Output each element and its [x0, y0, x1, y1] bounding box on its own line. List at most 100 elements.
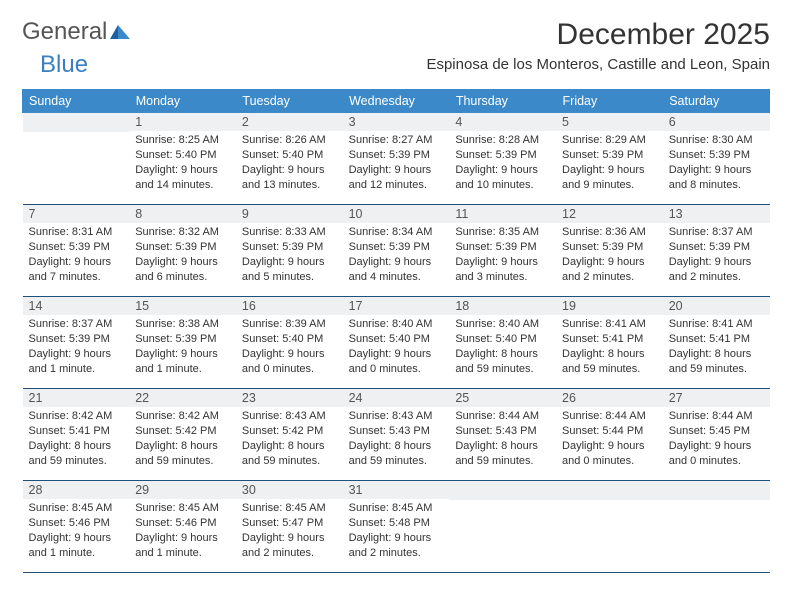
day-detail-line: Sunset: 5:43 PM [455, 424, 550, 439]
day-detail-line: Sunset: 5:47 PM [242, 516, 337, 531]
day-detail-line: Daylight: 9 hours [669, 255, 764, 270]
day-detail-line: Sunrise: 8:42 AM [135, 409, 230, 424]
day-detail-line: Daylight: 9 hours [455, 163, 550, 178]
day-details: Sunrise: 8:32 AMSunset: 5:39 PMDaylight:… [129, 223, 236, 288]
day-number: 1 [129, 113, 236, 131]
calendar-week-row: 7Sunrise: 8:31 AMSunset: 5:39 PMDaylight… [23, 205, 770, 297]
day-details: Sunrise: 8:41 AMSunset: 5:41 PMDaylight:… [663, 315, 770, 380]
weekday-header: Monday [129, 90, 236, 113]
calendar-cell: 2Sunrise: 8:26 AMSunset: 5:40 PMDaylight… [236, 113, 343, 205]
day-detail-line: Sunset: 5:44 PM [562, 424, 657, 439]
weekday-header: Wednesday [343, 90, 450, 113]
calendar-week-row: 28Sunrise: 8:45 AMSunset: 5:46 PMDayligh… [23, 481, 770, 573]
weekday-header: Thursday [449, 90, 556, 113]
day-detail-line: Daylight: 8 hours [135, 439, 230, 454]
day-detail-line: Sunset: 5:39 PM [669, 240, 764, 255]
day-detail-line: and 2 minutes. [242, 546, 337, 561]
day-detail-line: and 59 minutes. [349, 454, 444, 469]
calendar-table: Sunday Monday Tuesday Wednesday Thursday… [22, 89, 770, 573]
day-detail-line: Sunrise: 8:37 AM [29, 317, 124, 332]
day-detail-line: Sunrise: 8:36 AM [562, 225, 657, 240]
day-detail-line: and 10 minutes. [455, 178, 550, 193]
day-number: 15 [129, 297, 236, 315]
day-detail-line: Sunrise: 8:25 AM [135, 133, 230, 148]
day-detail-line: and 2 minutes. [562, 270, 657, 285]
day-details: Sunrise: 8:37 AMSunset: 5:39 PMDaylight:… [663, 223, 770, 288]
day-detail-line: and 59 minutes. [562, 362, 657, 377]
day-detail-line: Sunset: 5:40 PM [242, 332, 337, 347]
day-number [23, 113, 130, 132]
calendar-cell: 20Sunrise: 8:41 AMSunset: 5:41 PMDayligh… [663, 297, 770, 389]
day-detail-line: and 1 minute. [29, 546, 124, 561]
calendar-cell: 11Sunrise: 8:35 AMSunset: 5:39 PMDayligh… [449, 205, 556, 297]
location-subtitle: Espinosa de los Monteros, Castille and L… [426, 56, 770, 73]
day-detail-line: Sunrise: 8:26 AM [242, 133, 337, 148]
day-number: 13 [663, 205, 770, 223]
day-detail-line: and 4 minutes. [349, 270, 444, 285]
day-detail-line: Daylight: 8 hours [669, 347, 764, 362]
day-detail-line: Daylight: 9 hours [135, 163, 230, 178]
day-details: Sunrise: 8:36 AMSunset: 5:39 PMDaylight:… [556, 223, 663, 288]
calendar-cell [663, 481, 770, 573]
day-detail-line: Sunrise: 8:29 AM [562, 133, 657, 148]
day-detail-line: Daylight: 9 hours [242, 255, 337, 270]
day-detail-line: and 0 minutes. [349, 362, 444, 377]
day-number: 9 [236, 205, 343, 223]
calendar-week-row: 21Sunrise: 8:42 AMSunset: 5:41 PMDayligh… [23, 389, 770, 481]
day-detail-line: Sunrise: 8:33 AM [242, 225, 337, 240]
day-number: 25 [449, 389, 556, 407]
calendar-cell: 7Sunrise: 8:31 AMSunset: 5:39 PMDaylight… [23, 205, 130, 297]
day-details: Sunrise: 8:30 AMSunset: 5:39 PMDaylight:… [663, 131, 770, 196]
day-detail-line: Sunrise: 8:44 AM [455, 409, 550, 424]
day-detail-line: Daylight: 9 hours [29, 347, 124, 362]
day-detail-line: and 59 minutes. [29, 454, 124, 469]
day-details: Sunrise: 8:44 AMSunset: 5:45 PMDaylight:… [663, 407, 770, 472]
day-detail-line: Daylight: 8 hours [562, 347, 657, 362]
page-title: December 2025 [426, 18, 770, 52]
day-detail-line: and 5 minutes. [242, 270, 337, 285]
calendar-cell: 24Sunrise: 8:43 AMSunset: 5:43 PMDayligh… [343, 389, 450, 481]
day-detail-line: Sunrise: 8:43 AM [242, 409, 337, 424]
calendar-cell: 1Sunrise: 8:25 AMSunset: 5:40 PMDaylight… [129, 113, 236, 205]
day-detail-line: Sunset: 5:39 PM [135, 332, 230, 347]
day-detail-line: Daylight: 8 hours [455, 347, 550, 362]
calendar-cell: 19Sunrise: 8:41 AMSunset: 5:41 PMDayligh… [556, 297, 663, 389]
day-number: 2 [236, 113, 343, 131]
day-detail-line: Sunset: 5:39 PM [455, 148, 550, 163]
calendar-cell [556, 481, 663, 573]
day-detail-line: and 12 minutes. [349, 178, 444, 193]
day-detail-line: Sunrise: 8:45 AM [135, 501, 230, 516]
calendar-cell: 15Sunrise: 8:38 AMSunset: 5:39 PMDayligh… [129, 297, 236, 389]
day-detail-line: and 7 minutes. [29, 270, 124, 285]
day-detail-line: Sunrise: 8:44 AM [562, 409, 657, 424]
day-detail-line: and 59 minutes. [455, 454, 550, 469]
day-detail-line: Daylight: 9 hours [562, 439, 657, 454]
day-detail-line: Sunset: 5:46 PM [135, 516, 230, 531]
calendar-cell: 23Sunrise: 8:43 AMSunset: 5:42 PMDayligh… [236, 389, 343, 481]
day-detail-line: Sunrise: 8:27 AM [349, 133, 444, 148]
day-detail-line: Sunset: 5:40 PM [242, 148, 337, 163]
day-details: Sunrise: 8:39 AMSunset: 5:40 PMDaylight:… [236, 315, 343, 380]
calendar-cell: 14Sunrise: 8:37 AMSunset: 5:39 PMDayligh… [23, 297, 130, 389]
calendar-cell: 18Sunrise: 8:40 AMSunset: 5:40 PMDayligh… [449, 297, 556, 389]
day-details: Sunrise: 8:40 AMSunset: 5:40 PMDaylight:… [449, 315, 556, 380]
day-detail-line: Daylight: 9 hours [242, 347, 337, 362]
day-detail-line: Sunset: 5:39 PM [29, 332, 124, 347]
day-details: Sunrise: 8:37 AMSunset: 5:39 PMDaylight:… [23, 315, 130, 380]
day-detail-line: Sunrise: 8:41 AM [562, 317, 657, 332]
calendar-cell: 21Sunrise: 8:42 AMSunset: 5:41 PMDayligh… [23, 389, 130, 481]
day-number: 6 [663, 113, 770, 131]
day-details: Sunrise: 8:41 AMSunset: 5:41 PMDaylight:… [556, 315, 663, 380]
day-detail-line: Sunrise: 8:38 AM [135, 317, 230, 332]
day-detail-line: Sunset: 5:39 PM [669, 148, 764, 163]
calendar-cell: 25Sunrise: 8:44 AMSunset: 5:43 PMDayligh… [449, 389, 556, 481]
day-detail-line: Daylight: 9 hours [349, 347, 444, 362]
day-detail-line: Daylight: 9 hours [562, 163, 657, 178]
day-detail-line: Sunrise: 8:41 AM [669, 317, 764, 332]
day-detail-line: Sunrise: 8:35 AM [455, 225, 550, 240]
day-details [23, 132, 130, 138]
calendar-cell: 26Sunrise: 8:44 AMSunset: 5:44 PMDayligh… [556, 389, 663, 481]
day-detail-line: and 0 minutes. [562, 454, 657, 469]
weekday-header: Saturday [663, 90, 770, 113]
day-number: 3 [343, 113, 450, 131]
